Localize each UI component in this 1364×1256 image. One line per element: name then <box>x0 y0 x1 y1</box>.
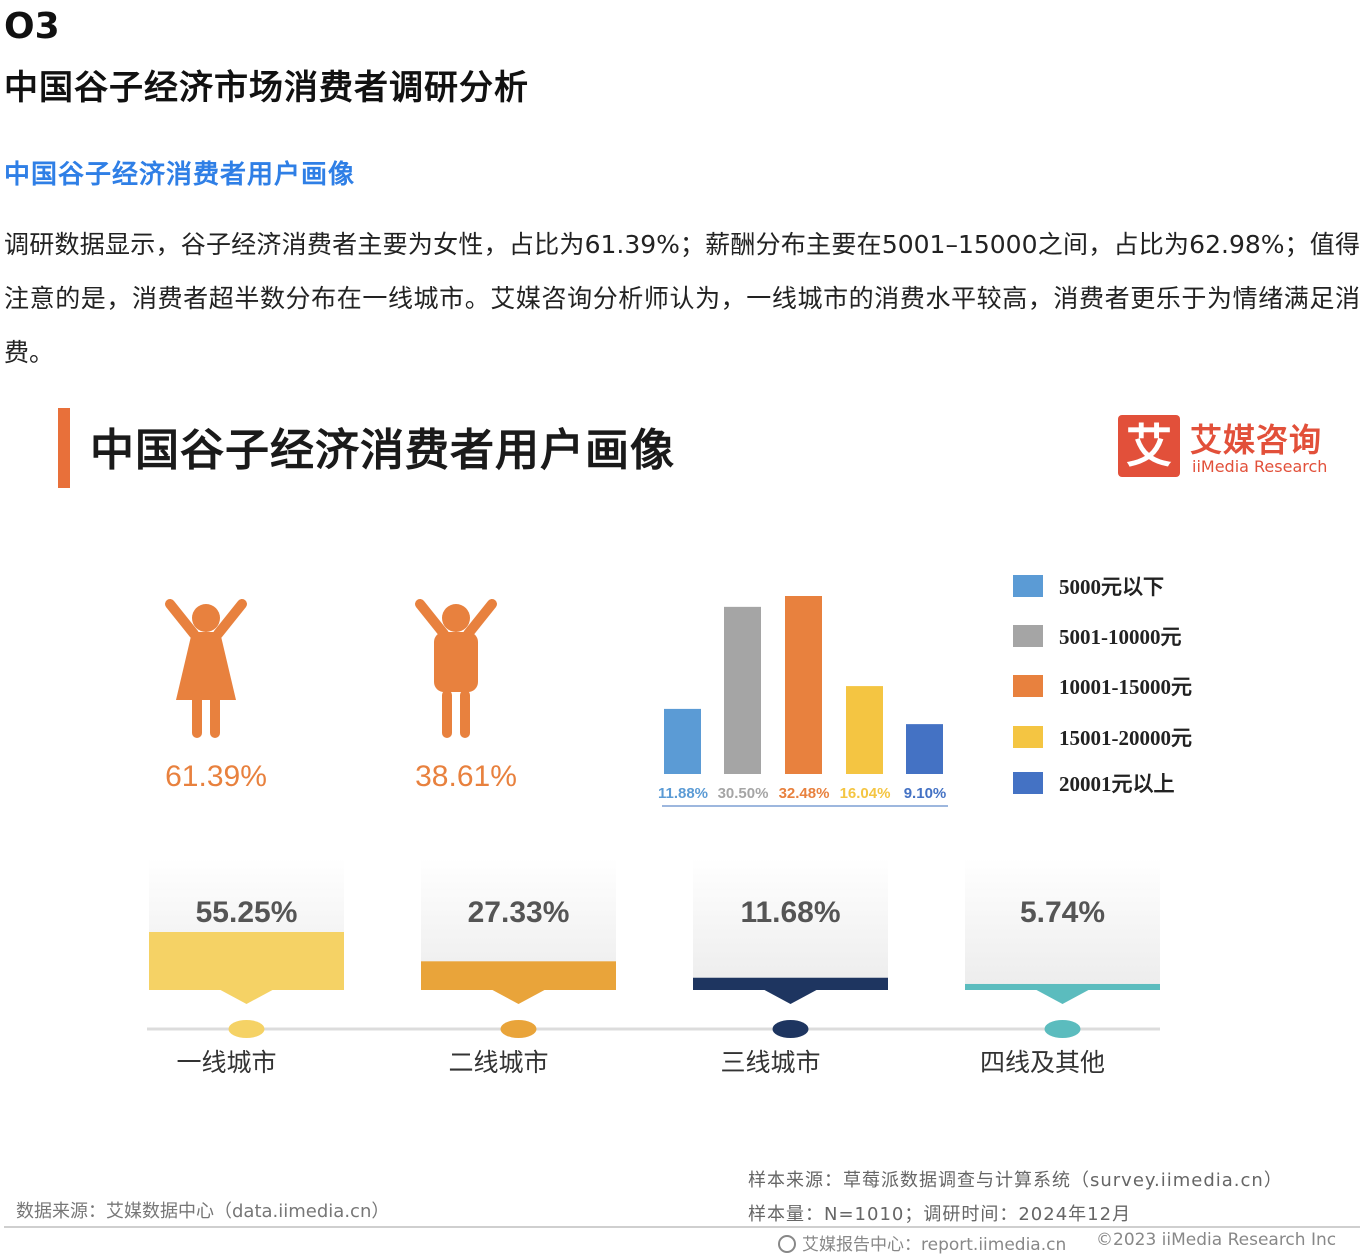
city-bar <box>421 961 616 990</box>
figure-arms <box>415 599 497 639</box>
city-pointer <box>764 990 817 1004</box>
city-bar <box>693 977 888 990</box>
city-bar <box>965 983 1160 990</box>
figure-leg <box>192 690 202 738</box>
city-label: 一线城市 <box>176 1049 276 1077</box>
city-card-bg <box>965 858 1160 990</box>
sample-size: 样本量：N=1010；调研时间：2024年12月 <box>748 1204 1132 1225</box>
section-subtitle: 中国谷子经济消费者用户画像 <box>4 160 356 190</box>
user-portrait-chart: 61.39% 38.61% 11.88% 30.50% 32.48% 16.04% 9.10… <box>147 575 1192 1077</box>
gender-percent-label: 61.39% <box>165 760 267 793</box>
salary-bar-label: 11.88% <box>658 785 708 802</box>
city-percent-label: 5.74% <box>1020 896 1105 929</box>
city-label: 二线城市 <box>448 1049 548 1077</box>
legend-label: 20001元以上 <box>1059 772 1175 796</box>
salary-bar <box>846 686 883 774</box>
data-source: 数据来源：艾媒数据中心（data.iimedia.cn） <box>16 1201 390 1222</box>
figure-head <box>442 604 470 632</box>
male-figure-icon <box>415 599 497 738</box>
globe-icon <box>778 1235 796 1253</box>
footer-divider <box>4 1226 1360 1228</box>
city-pointer <box>1036 990 1089 1004</box>
female-figure-icon <box>165 599 247 738</box>
card-title: 中国谷子经济消费者用户画像 <box>90 425 675 476</box>
logo-mark: 艾 <box>1118 415 1180 477</box>
gender-percent-label: 38.61% <box>415 760 517 793</box>
logo-cn-text: 艾媒咨询 <box>1190 421 1323 459</box>
legend-label: 5000元以下 <box>1059 575 1164 599</box>
figure-dress <box>176 632 236 700</box>
legend-swatch <box>1013 575 1043 597</box>
salary-bar <box>724 606 761 774</box>
city-percent-label: 11.68% <box>740 896 840 929</box>
city-dot <box>500 1020 537 1038</box>
sample-source: 样本来源：草莓派数据调查与计算系统（survey.iimedia.cn） <box>748 1170 1283 1191</box>
salary-bar <box>785 596 822 774</box>
figure-leg <box>210 690 220 738</box>
figure-leg <box>442 690 452 738</box>
figure-arms <box>165 599 247 639</box>
city-dot <box>1044 1020 1081 1038</box>
figure-torso <box>434 632 478 692</box>
city-bar <box>149 932 344 990</box>
city-pointer <box>492 990 545 1004</box>
iimedia-logo: 艾 艾媒咨询 iiMedia Research <box>1118 415 1358 481</box>
logo-en-text: iiMedia Research <box>1192 457 1328 476</box>
city-pointer <box>220 990 273 1004</box>
salary-bar-label: 16.04% <box>840 785 891 802</box>
footer-copyright: ©2023 iiMedia Research Inc <box>1096 1230 1337 1250</box>
body-paragraph: 调研数据显示，谷子经济消费者主要为女性，占比为61.39%；薪酬分布主要在500… <box>4 230 1360 367</box>
legend-swatch <box>1013 675 1043 697</box>
city-dot <box>772 1020 809 1038</box>
legend-swatch <box>1013 625 1043 647</box>
city-dot <box>228 1020 265 1038</box>
footer-brand-text: 艾媒报告中心：report.iimedia.cn <box>802 1235 1067 1255</box>
city-percent-label: 55.25% <box>196 896 298 929</box>
salary-bar <box>906 724 943 774</box>
footer-brand: 艾媒报告中心：report.iimedia.cn <box>778 1230 1066 1255</box>
salary-bar-label: 9.10% <box>904 785 947 802</box>
figure-leg <box>460 690 470 738</box>
legend-swatch <box>1013 726 1043 748</box>
city-label: 三线城市 <box>720 1049 820 1077</box>
legend-label: 10001-15000元 <box>1059 675 1192 699</box>
section-title: 中国谷子经济市场消费者调研分析 <box>4 68 529 108</box>
figure-head <box>192 604 220 632</box>
section-number: O3 <box>4 6 60 47</box>
salary-bar-label: 32.48% <box>779 785 830 802</box>
legend-swatch <box>1013 772 1043 794</box>
card-accent-bar <box>58 408 70 488</box>
salary-bar <box>664 708 701 774</box>
salary-bar-label: 30.50% <box>718 785 769 802</box>
city-label: 四线及其他 <box>980 1049 1105 1077</box>
city-percent-label: 27.33% <box>468 896 570 929</box>
legend-label: 15001-20000元 <box>1059 726 1192 750</box>
legend-label: 5001-10000元 <box>1059 625 1182 649</box>
city-card-bg <box>693 858 888 990</box>
